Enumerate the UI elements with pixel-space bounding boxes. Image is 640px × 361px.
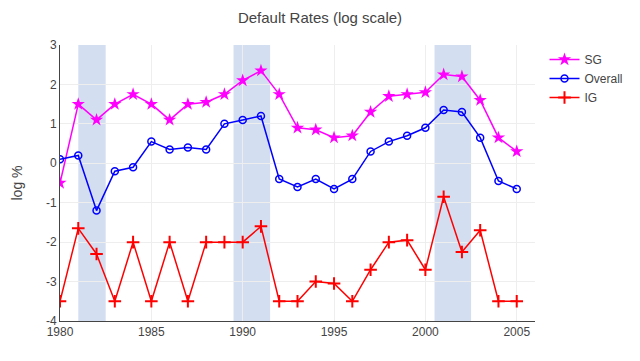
svg-text:SG: SG (585, 53, 602, 67)
svg-text:Default Rates (log scale): Default Rates (log scale) (238, 9, 402, 26)
svg-text:IG: IG (585, 91, 598, 105)
svg-text:2000: 2000 (412, 325, 439, 339)
svg-text:-2: -2 (46, 235, 57, 249)
svg-text:0: 0 (50, 156, 57, 170)
svg-text:1: 1 (50, 117, 57, 131)
svg-text:-4: -4 (46, 314, 57, 328)
svg-text:1990: 1990 (229, 325, 256, 339)
svg-text:3: 3 (50, 38, 57, 52)
svg-text:1985: 1985 (138, 325, 165, 339)
svg-text:2: 2 (50, 78, 57, 92)
svg-text:Overall: Overall (585, 72, 623, 86)
svg-text:1980: 1980 (47, 325, 74, 339)
svg-text:-3: -3 (46, 275, 57, 289)
svg-text:-1: -1 (46, 196, 57, 210)
svg-text:log %: log % (9, 165, 25, 200)
svg-text:1995: 1995 (321, 325, 348, 339)
svg-text:2005: 2005 (503, 325, 530, 339)
